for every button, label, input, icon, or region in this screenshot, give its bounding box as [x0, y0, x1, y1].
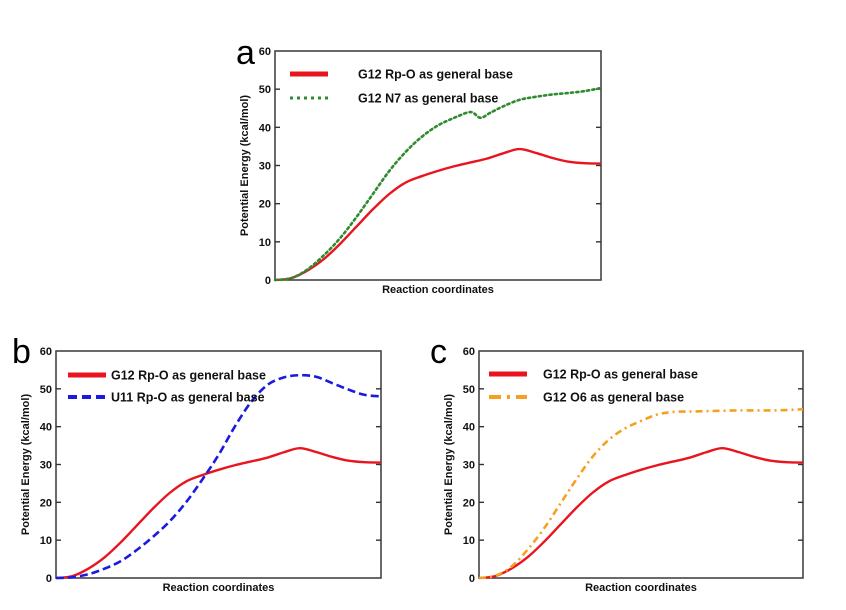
y-tick-label: 0 — [469, 573, 475, 585]
series-line-2 — [478, 407, 804, 580]
y-tick-label: 0 — [46, 573, 52, 585]
panel-letter: b — [12, 333, 31, 371]
y-tick-label: 30 — [463, 460, 475, 472]
y-tick-label: 10 — [40, 535, 52, 547]
series-line-1 — [274, 147, 602, 282]
x-axis-label: Reaction coordinates — [585, 582, 697, 594]
y-tick-label: 60 — [259, 46, 271, 58]
y-tick-label: 50 — [40, 384, 52, 396]
y-tick-label: 30 — [40, 460, 52, 472]
plot-frame — [478, 350, 804, 579]
y-tick-label: 30 — [259, 161, 271, 173]
y-tick-label: 40 — [40, 422, 52, 434]
legend-label-1: G12 Rp-O as general base — [111, 369, 266, 383]
y-tick-label: 20 — [463, 497, 475, 509]
y-tick-label: 10 — [463, 535, 475, 547]
panel-letter: a — [236, 34, 255, 72]
y-axis-label: Potential Energy (kcal/mol) — [443, 394, 455, 536]
plot-frame — [55, 350, 382, 579]
y-tick-label: 50 — [259, 84, 271, 96]
x-axis-label: Reaction coordinates — [382, 284, 494, 296]
legend-label-2: U11 Rp-O as general base — [111, 391, 265, 405]
y-tick-label: 60 — [40, 346, 52, 358]
series-line-1 — [478, 447, 804, 580]
y-tick-label: 50 — [463, 384, 475, 396]
panel-c: c 0 10 20 30 40 50 60 Reaction coordinates Potent… — [430, 333, 804, 594]
y-axis-label: Potential Energy (kcal/mol) — [239, 95, 251, 237]
series-line-1 — [55, 447, 382, 580]
y-tick-label: 20 — [40, 497, 52, 509]
legend-label-2: G12 N7 as general base — [358, 92, 498, 106]
panel-a: a 0 10 20 30 40 50 60 Reaction coordinates Potent… — [236, 34, 603, 296]
y-tick-label: 20 — [259, 199, 271, 211]
plot-frame — [274, 50, 602, 281]
y-tick-label: 0 — [265, 275, 271, 287]
legend-label-2: G12 O6 as general base — [543, 391, 684, 405]
y-axis-label: Potential Energy (kcal/mol) — [20, 394, 32, 536]
y-tick-label: 10 — [259, 237, 271, 249]
panel-letter: c — [430, 333, 447, 371]
legend-label-1: G12 Rp-O as general base — [543, 368, 698, 382]
y-tick-label: 60 — [463, 346, 475, 358]
y-tick-label: 40 — [259, 122, 271, 134]
series-line-2 — [273, 86, 603, 282]
legend-label-1: G12 Rp-O as general base — [358, 68, 513, 82]
y-tick-label: 40 — [463, 422, 475, 434]
x-axis-label: Reaction coordinates — [163, 582, 275, 594]
panel-b: b 0 10 20 30 40 50 60 Reaction coordinates Potent… — [12, 333, 382, 594]
series-line-2 — [55, 373, 382, 580]
